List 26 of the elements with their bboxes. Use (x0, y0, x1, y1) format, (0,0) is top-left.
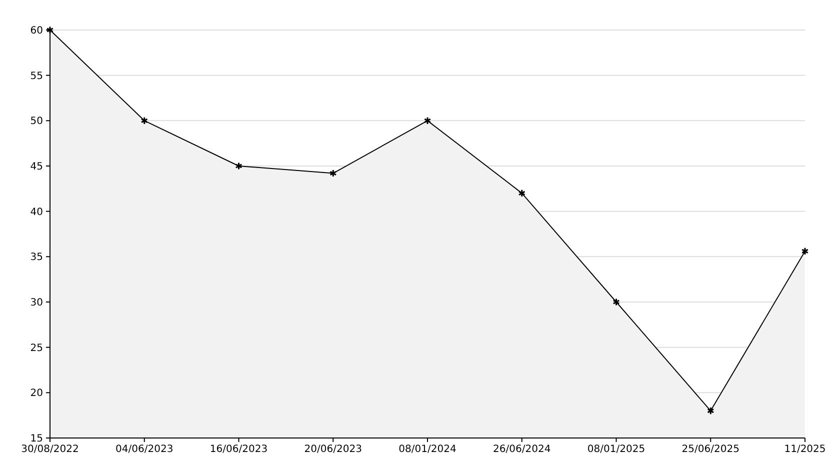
point (330, 169, 337, 178)
x-tick-label: 26/06/2024 (493, 444, 551, 455)
y-tick-label: 50 (30, 116, 43, 128)
point (140, 116, 148, 125)
y-tick-label: 25 (30, 342, 43, 354)
y-tick-label: 60 (30, 26, 43, 36)
y-tick-label: 40 (30, 206, 43, 218)
x-tick-label: 30/08/2022 (21, 444, 79, 455)
y-tick-label: 20 (30, 388, 43, 400)
point (518, 189, 526, 198)
x-tick-label: 11/2025 (784, 444, 826, 455)
x-tick-label: 08/01/2024 (398, 444, 456, 455)
x-tick-label: 20/06/2023 (304, 444, 362, 455)
point (707, 406, 714, 415)
point (235, 162, 242, 170)
x-tick-label: 25/06/2025 (682, 444, 740, 455)
y-tick-label: 30 (30, 298, 43, 308)
point (424, 116, 432, 125)
y-tick-label: 35 (30, 252, 43, 264)
y-tick-label: 45 (30, 162, 43, 172)
y-tick-label: 15 (30, 434, 43, 444)
point (612, 298, 620, 306)
x-tick-label: 04/06/2023 (116, 444, 174, 455)
x-tick-label: 16/06/2023 (210, 444, 268, 455)
x-tick-label: 08/01/2025 (587, 444, 646, 455)
y-tick-label: 55 (30, 70, 43, 82)
